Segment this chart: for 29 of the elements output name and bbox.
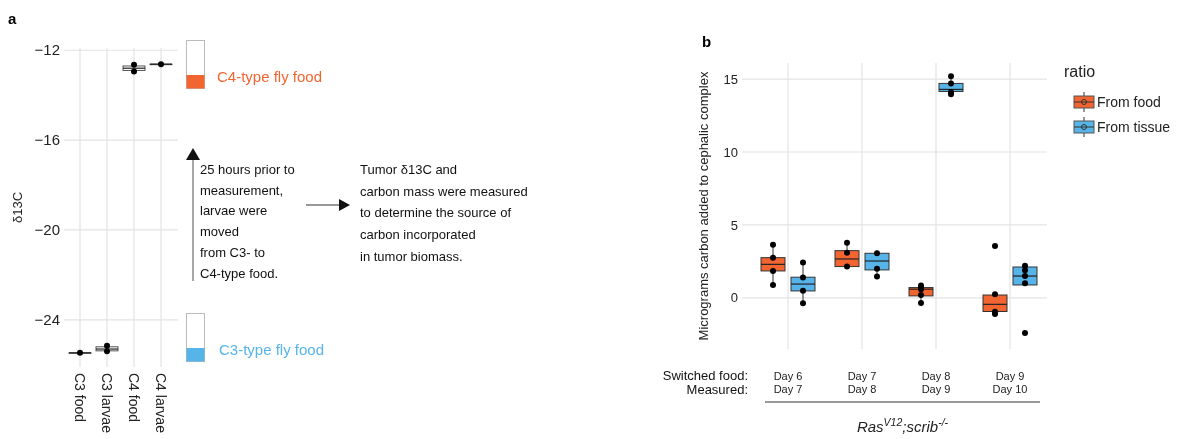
y-tick-label: 15 — [723, 71, 738, 87]
x-tick-label: C4 food — [126, 373, 143, 423]
x-tick-label: Day 9 Day 10 — [992, 370, 1028, 395]
text: C4-type fly food — [217, 68, 323, 85]
chart-title: b — [702, 33, 712, 50]
chart-title: a — [8, 10, 17, 27]
x-tick-label: C3 larvae — [99, 373, 116, 434]
x-axis-title: Ras$^{V12}$;scrib$^{-/-}$ — [856, 416, 949, 435]
y-axis-title: Micrograms carbon added to cephalic complex — [696, 71, 711, 341]
x-tick-label: Day 7 Day 8 — [847, 370, 877, 395]
text: C3-type fly food — [219, 341, 325, 358]
y-tick-label: −24 — [34, 311, 60, 329]
y-tick-label: −16 — [34, 131, 60, 149]
text: 25 hours prior to measurement, larvae were moved from C3- to C4-type food. — [200, 162, 295, 281]
y-tick-label: 0 — [730, 290, 738, 306]
text: Tumor δ13C and carbon mass were measured to determine the source of carbon incorporated in tumor biomass. — [360, 162, 528, 264]
y-axis-title: δ13C — [10, 191, 25, 224]
y-tick-label: −20 — [34, 221, 60, 239]
y-tick-label: 5 — [730, 217, 738, 233]
y-tick-label: −12 — [34, 41, 60, 59]
legend-label: From food — [1097, 93, 1161, 110]
x-tick-label: Day 8 Day 9 — [921, 370, 951, 395]
legend-label: From tissue — [1097, 118, 1171, 135]
y-tick-label: 10 — [723, 144, 738, 160]
legend-title: ratio — [1064, 63, 1096, 80]
x-tick-label: Day 6 Day 7 — [773, 370, 803, 395]
x-tick-label: C3 food — [72, 373, 89, 423]
text: Switched food: Measured: — [662, 368, 748, 397]
x-tick-label: C4 larvae — [153, 373, 170, 434]
